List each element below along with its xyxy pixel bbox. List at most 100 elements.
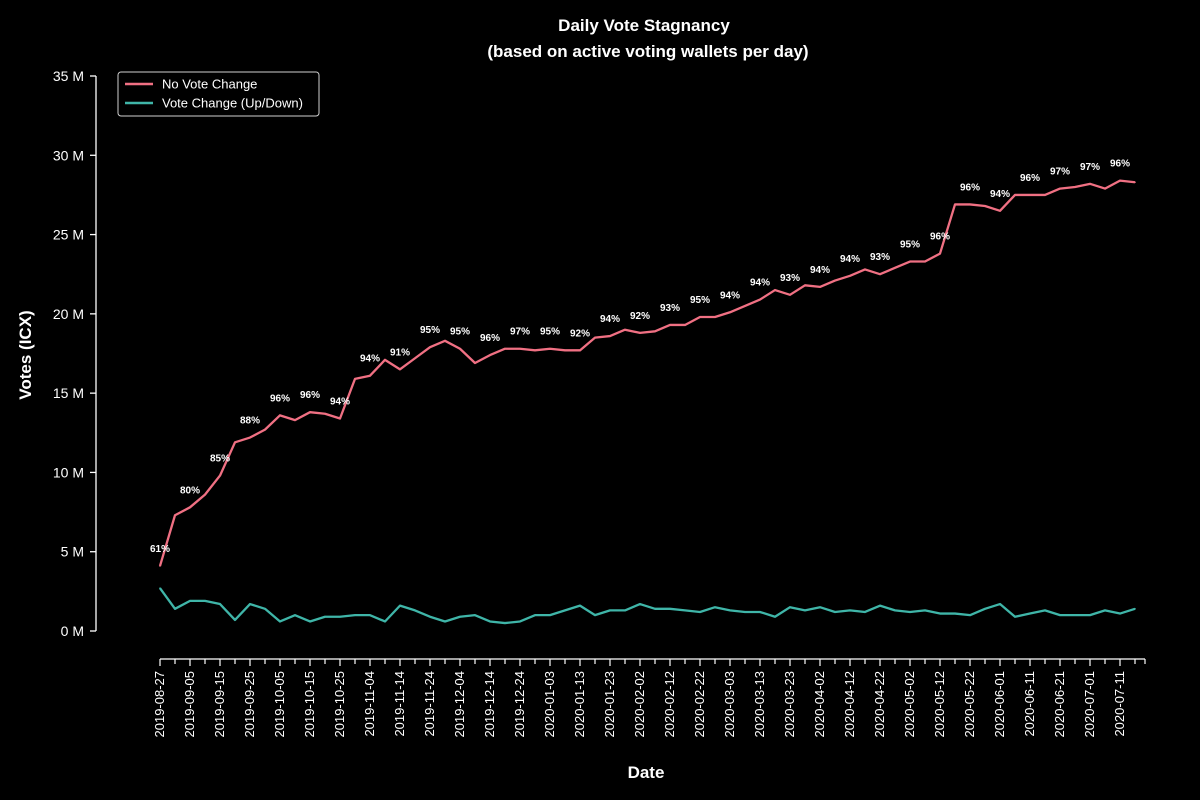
- data-point: [309, 411, 311, 413]
- data-point: [294, 419, 296, 421]
- data-point: [999, 603, 1001, 605]
- data-point: [834, 279, 836, 282]
- x-tick-label: 2020-04-02: [812, 671, 827, 738]
- data-point: [564, 349, 566, 352]
- data-point: [549, 614, 551, 616]
- y-tick-label: 10 M: [53, 464, 84, 480]
- percent-label: 96%: [960, 182, 980, 193]
- data-point: [744, 305, 746, 307]
- percent-label: 80%: [180, 485, 200, 496]
- percent-label: 93%: [660, 303, 680, 314]
- data-point: [1134, 608, 1136, 610]
- data-point: [714, 606, 716, 609]
- data-point: [204, 493, 206, 496]
- data-point: [1119, 179, 1121, 182]
- x-tick-label: 2020-06-11: [1022, 671, 1037, 737]
- percent-label: 94%: [720, 290, 740, 301]
- data-point: [639, 332, 641, 334]
- legend: No Vote Change Vote Change (Up/Down): [117, 71, 320, 117]
- data-point: [1014, 615, 1016, 618]
- data-point: [819, 606, 821, 609]
- data-point: [909, 611, 911, 613]
- data-point: [549, 347, 551, 350]
- data-point: [789, 294, 791, 296]
- data-point: [369, 614, 371, 616]
- x-tick-label: 2020-06-01: [992, 671, 1007, 738]
- x-tick-label: 2019-12-14: [482, 671, 497, 738]
- data-point: [1074, 186, 1076, 188]
- data-point: [969, 614, 971, 616]
- data-point: [894, 267, 896, 269]
- data-point: [489, 354, 491, 356]
- data-point: [504, 347, 506, 350]
- percent-label: 93%: [780, 273, 800, 284]
- data-point: [594, 336, 596, 339]
- data-point: [399, 368, 401, 371]
- data-point: [294, 614, 296, 616]
- data-point: [984, 205, 986, 207]
- percent-label: 96%: [270, 393, 290, 404]
- plot-lines: [158, 179, 1136, 625]
- data-point: [804, 609, 806, 612]
- x-axis-title: Date: [628, 763, 665, 782]
- y-tick-label: 30 M: [53, 147, 84, 163]
- data-point: [159, 565, 161, 567]
- percent-label: 97%: [1080, 162, 1100, 173]
- data-point: [249, 436, 251, 439]
- data-point: [324, 615, 326, 618]
- data-point: [624, 328, 626, 331]
- percent-label: 94%: [600, 314, 620, 325]
- percent-label: 85%: [210, 454, 230, 465]
- series-line-no-vote-change: [158, 179, 1136, 567]
- data-point: [609, 609, 611, 612]
- data-point: [729, 609, 731, 612]
- y-tick-label: 25 M: [53, 227, 84, 243]
- data-point: [159, 587, 161, 589]
- data-point: [879, 273, 881, 276]
- x-tick-label: 2019-11-24: [422, 671, 437, 737]
- data-point: [654, 330, 656, 333]
- data-point: [399, 604, 401, 607]
- percent-label: 61%: [150, 544, 170, 555]
- x-tick-label: 2020-02-02: [632, 671, 647, 738]
- x-tick-label: 2019-09-25: [242, 671, 257, 738]
- percent-label: 96%: [930, 232, 950, 243]
- data-point: [789, 606, 791, 609]
- data-point: [759, 611, 761, 613]
- data-point: [219, 474, 221, 477]
- percent-label: 95%: [690, 295, 710, 306]
- data-point: [939, 612, 941, 615]
- data-point: [924, 260, 926, 263]
- x-tick-label: 2020-05-12: [932, 671, 947, 738]
- x-tick-label: 2020-01-23: [602, 671, 617, 738]
- x-tick-label: 2019-08-27: [152, 671, 167, 738]
- data-point: [429, 615, 431, 618]
- data-point: [1059, 187, 1061, 190]
- percent-labels: 61% 80% 85% 88% 96% 96% 94% 94% 91% 95% 95% 96% 97% 9…: [150, 159, 1130, 555]
- data-point: [1044, 194, 1046, 196]
- data-point: [459, 347, 461, 350]
- x-tick-label: 2020-03-13: [752, 671, 767, 738]
- data-point: [309, 620, 311, 623]
- x-tick-label: 2020-02-22: [692, 671, 707, 738]
- percent-label: 94%: [840, 254, 860, 265]
- data-point: [474, 614, 476, 616]
- data-point: [279, 414, 281, 417]
- data-point: [639, 603, 641, 605]
- x-tick-label: 2020-05-22: [962, 671, 977, 738]
- data-point: [534, 614, 536, 616]
- data-point: [474, 362, 476, 364]
- data-point: [564, 609, 566, 612]
- series-line-vote-change: [159, 587, 1136, 625]
- x-tick-label: 2019-11-14: [392, 671, 407, 737]
- data-point: [174, 608, 176, 610]
- data-point: [699, 316, 701, 318]
- x-tick-label: 2019-12-24: [512, 671, 527, 738]
- y-axis: 0 M 5 M 10 M 15 M 20 M 25 M 30 M 35 M: [53, 68, 97, 639]
- percent-label: 88%: [240, 416, 260, 427]
- data-point: [864, 268, 866, 271]
- data-point: [174, 514, 176, 517]
- percent-label: 94%: [750, 278, 770, 289]
- x-tick-label: 2019-11-04: [362, 671, 377, 737]
- data-point: [684, 324, 686, 326]
